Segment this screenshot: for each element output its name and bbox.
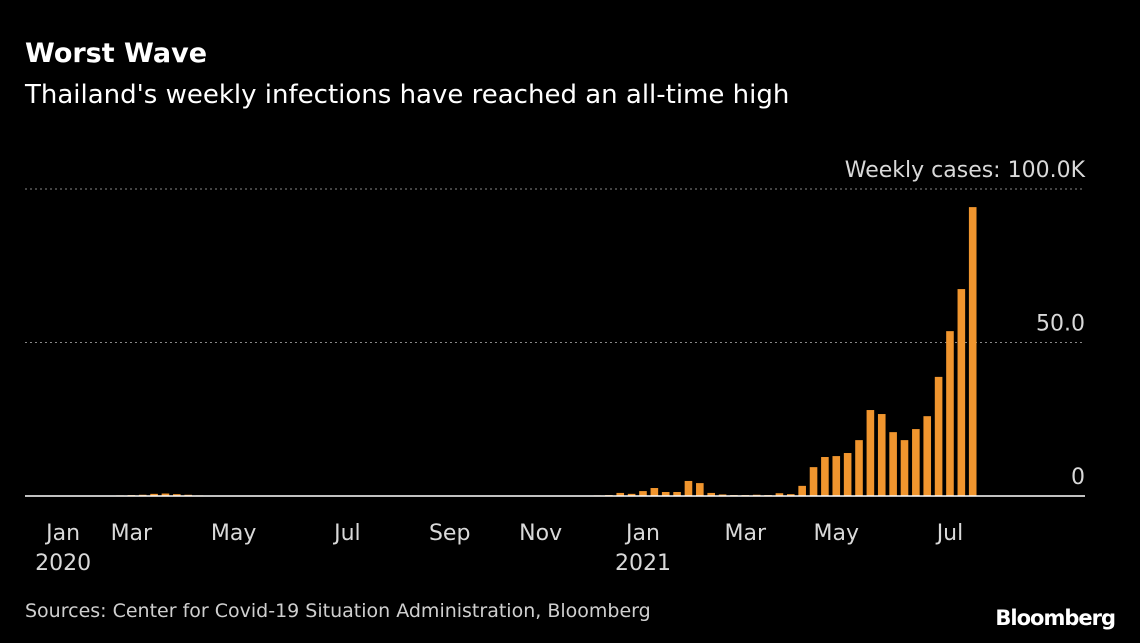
bar xyxy=(923,416,932,496)
x-tick-line: Mar xyxy=(725,521,767,546)
brand: Bloomberg xyxy=(995,606,1115,630)
bar xyxy=(912,429,920,496)
bar xyxy=(798,485,806,496)
y-tick-label: Weekly cases: 100.0K xyxy=(845,158,1086,183)
bar xyxy=(889,432,897,496)
bar xyxy=(957,289,966,496)
x-tick-line: Mar xyxy=(111,521,153,546)
chart-subtitle: Thailand's weekly infections have reache… xyxy=(24,80,789,110)
x-tick-line: Jan xyxy=(44,521,80,546)
y-tick-label: 50.0 xyxy=(1036,312,1085,337)
bar xyxy=(616,492,625,496)
bar xyxy=(661,492,670,496)
bar xyxy=(684,480,693,496)
bar xyxy=(775,493,784,496)
x-tick-line: Jul xyxy=(935,521,964,546)
bar xyxy=(809,467,818,496)
bar xyxy=(900,440,909,496)
bar xyxy=(707,492,715,496)
x-tick-line: May xyxy=(814,521,859,546)
x-tick-label: Mar xyxy=(725,521,767,546)
x-tick-line: 2020 xyxy=(35,551,91,576)
x-tick-label: Jan 2021 xyxy=(615,521,671,576)
bar xyxy=(650,488,659,496)
x-tick-line: May xyxy=(211,521,256,546)
bar xyxy=(934,376,943,496)
x-tick-label: Mar xyxy=(111,521,153,546)
bar xyxy=(161,493,170,496)
bar xyxy=(696,483,704,496)
x-tick-line: Jan xyxy=(624,521,660,546)
bar xyxy=(173,494,181,496)
x-tick-line: 2021 xyxy=(615,551,671,576)
bar xyxy=(855,440,863,496)
bar xyxy=(877,414,886,496)
bar xyxy=(786,494,795,496)
x-tick-label: Sep xyxy=(429,521,470,546)
x-tick-line: Sep xyxy=(429,521,470,546)
bar xyxy=(832,456,841,496)
x-tick-label: Jan 2020 xyxy=(35,521,91,576)
bar xyxy=(627,493,636,496)
bar xyxy=(150,493,158,496)
chart-title: Worst Wave xyxy=(25,38,207,69)
bar xyxy=(946,331,954,496)
x-tick-label: Nov xyxy=(519,521,562,546)
x-tick-label: May xyxy=(814,521,859,546)
source: Sources: Center for Covid-19 Situation A… xyxy=(25,600,651,622)
x-tick-line: Jul xyxy=(332,521,361,546)
x-tick-label: Jul xyxy=(332,521,361,546)
bar xyxy=(821,457,829,496)
bar xyxy=(866,410,875,496)
bar xyxy=(673,492,681,496)
bar xyxy=(968,207,977,496)
y-tick-label: 0 xyxy=(1071,465,1085,490)
bar xyxy=(639,491,647,496)
bar xyxy=(843,453,852,496)
x-tick-label: Jul xyxy=(935,521,964,546)
bar xyxy=(718,494,727,496)
x-tick-label: May xyxy=(211,521,256,546)
x-tick-line: Nov xyxy=(519,521,562,546)
